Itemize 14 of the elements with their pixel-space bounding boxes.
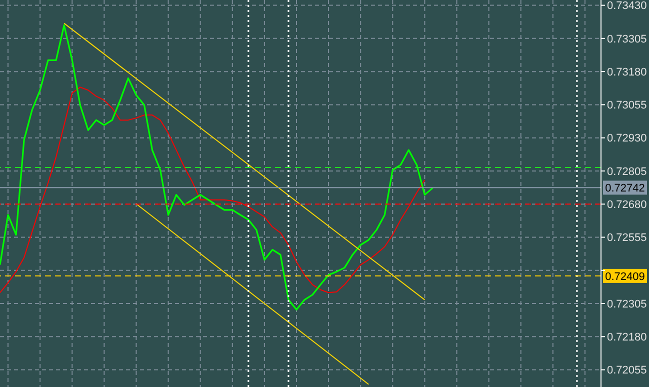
y-tick-label: 0.72055	[607, 364, 647, 377]
y-tick-label: 0.72680	[607, 199, 647, 212]
line-series	[0, 24, 434, 310]
ref-line-label: 0.72409	[605, 270, 645, 283]
y-tick-label: 0.72555	[607, 232, 647, 244]
y-tick-label: 0.73305	[607, 33, 647, 46]
y-tick-label: 0.73430	[607, 0, 647, 12]
y-tick-label: 0.72305	[607, 298, 647, 310]
y-tick-label: 0.72180	[607, 332, 647, 344]
ref-line-label: 0.72742	[605, 182, 645, 195]
y-tick-label: 0.72930	[607, 132, 647, 145]
y-tick-label: 0.72805	[607, 166, 647, 178]
y-tick-label: 0.73055	[607, 100, 647, 112]
y-tick-label: 0.73180	[607, 66, 647, 78]
